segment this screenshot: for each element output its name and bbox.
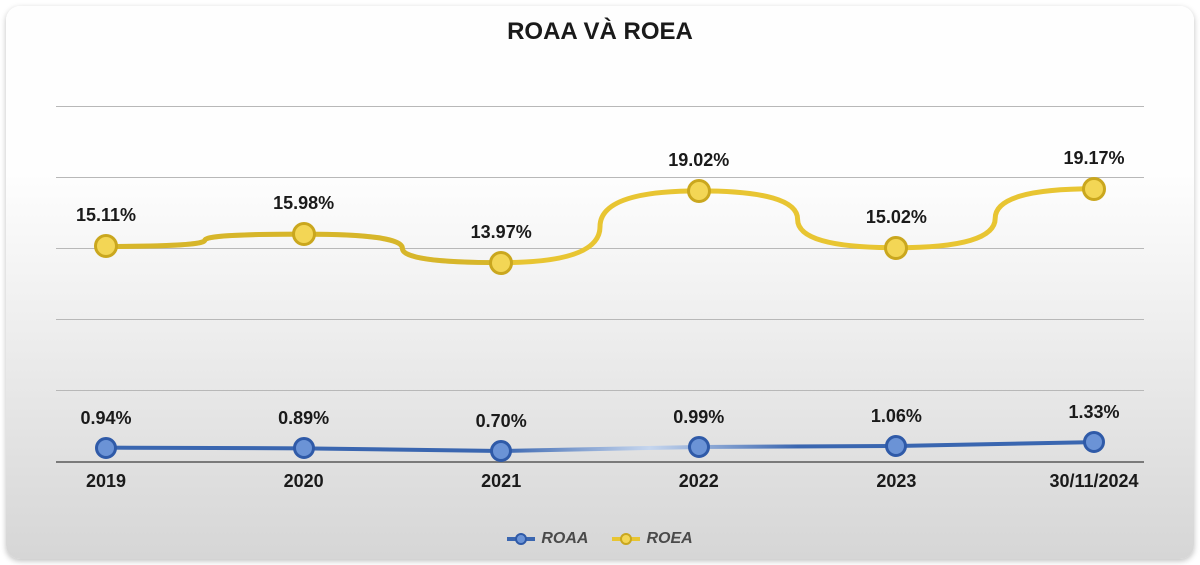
- datalabel-roaa: 0.70%: [476, 411, 527, 432]
- legend-swatch-icon: [507, 537, 535, 541]
- x-axis-label: 2020: [284, 471, 324, 492]
- datalabel-roaa: 0.99%: [673, 407, 724, 428]
- legend-label: ROAA: [541, 530, 588, 548]
- marker-roea: [292, 222, 316, 246]
- plot-area: 0.94% 0.89% 0.70% 0.99% 1.06% 1.33% 15.11% 15.9…: [56, 106, 1144, 461]
- x-axis-label: 2023: [876, 471, 916, 492]
- datalabel-roaa: 1.06%: [871, 406, 922, 427]
- datalabel-roaa: 0.94%: [80, 408, 131, 429]
- datalabel-roea: 19.02%: [668, 150, 729, 171]
- legend: ROAA ROEA: [6, 528, 1194, 548]
- legend-item-roea: ROEA: [612, 530, 692, 548]
- marker-roea: [489, 251, 513, 275]
- x-axis-label: 2022: [679, 471, 719, 492]
- line-roaa: [106, 442, 1094, 451]
- x-axis-label: 30/11/2024: [1049, 471, 1138, 492]
- legend-dot-icon: [515, 533, 527, 545]
- line-roea: [106, 189, 1094, 263]
- chart-card: ROAA VÀ ROEA 0.94% 0.89% 0.70% 0.99% 1.06% 1.…: [6, 6, 1194, 559]
- datalabel-roaa: 1.33%: [1068, 402, 1119, 423]
- marker-roea: [94, 234, 118, 258]
- marker-roaa: [688, 436, 710, 458]
- datalabel-roaa: 0.89%: [278, 408, 329, 429]
- datalabel-roea: 15.02%: [866, 207, 927, 228]
- legend-dot-icon: [620, 533, 632, 545]
- x-axis-label: 2019: [86, 471, 126, 492]
- legend-item-roaa: ROAA: [507, 530, 588, 548]
- series-lines: [56, 106, 1144, 461]
- marker-roaa: [95, 437, 117, 459]
- marker-roea: [687, 179, 711, 203]
- chart-title: ROAA VÀ ROEA: [6, 18, 1194, 46]
- datalabel-roea: 15.11%: [76, 205, 136, 226]
- marker-roaa: [1083, 431, 1105, 453]
- datalabel-roea: 19.17%: [1063, 148, 1124, 169]
- marker-roea: [884, 236, 908, 260]
- marker-roaa: [490, 440, 512, 462]
- marker-roea: [1082, 177, 1106, 201]
- legend-swatch-icon: [612, 537, 640, 541]
- x-axis-label: 2021: [481, 471, 521, 492]
- x-axis: [56, 461, 1144, 463]
- marker-roaa: [885, 435, 907, 457]
- marker-roaa: [293, 437, 315, 459]
- datalabel-roea: 13.97%: [471, 222, 532, 243]
- legend-label: ROEA: [646, 530, 692, 548]
- datalabel-roea: 15.98%: [273, 193, 334, 214]
